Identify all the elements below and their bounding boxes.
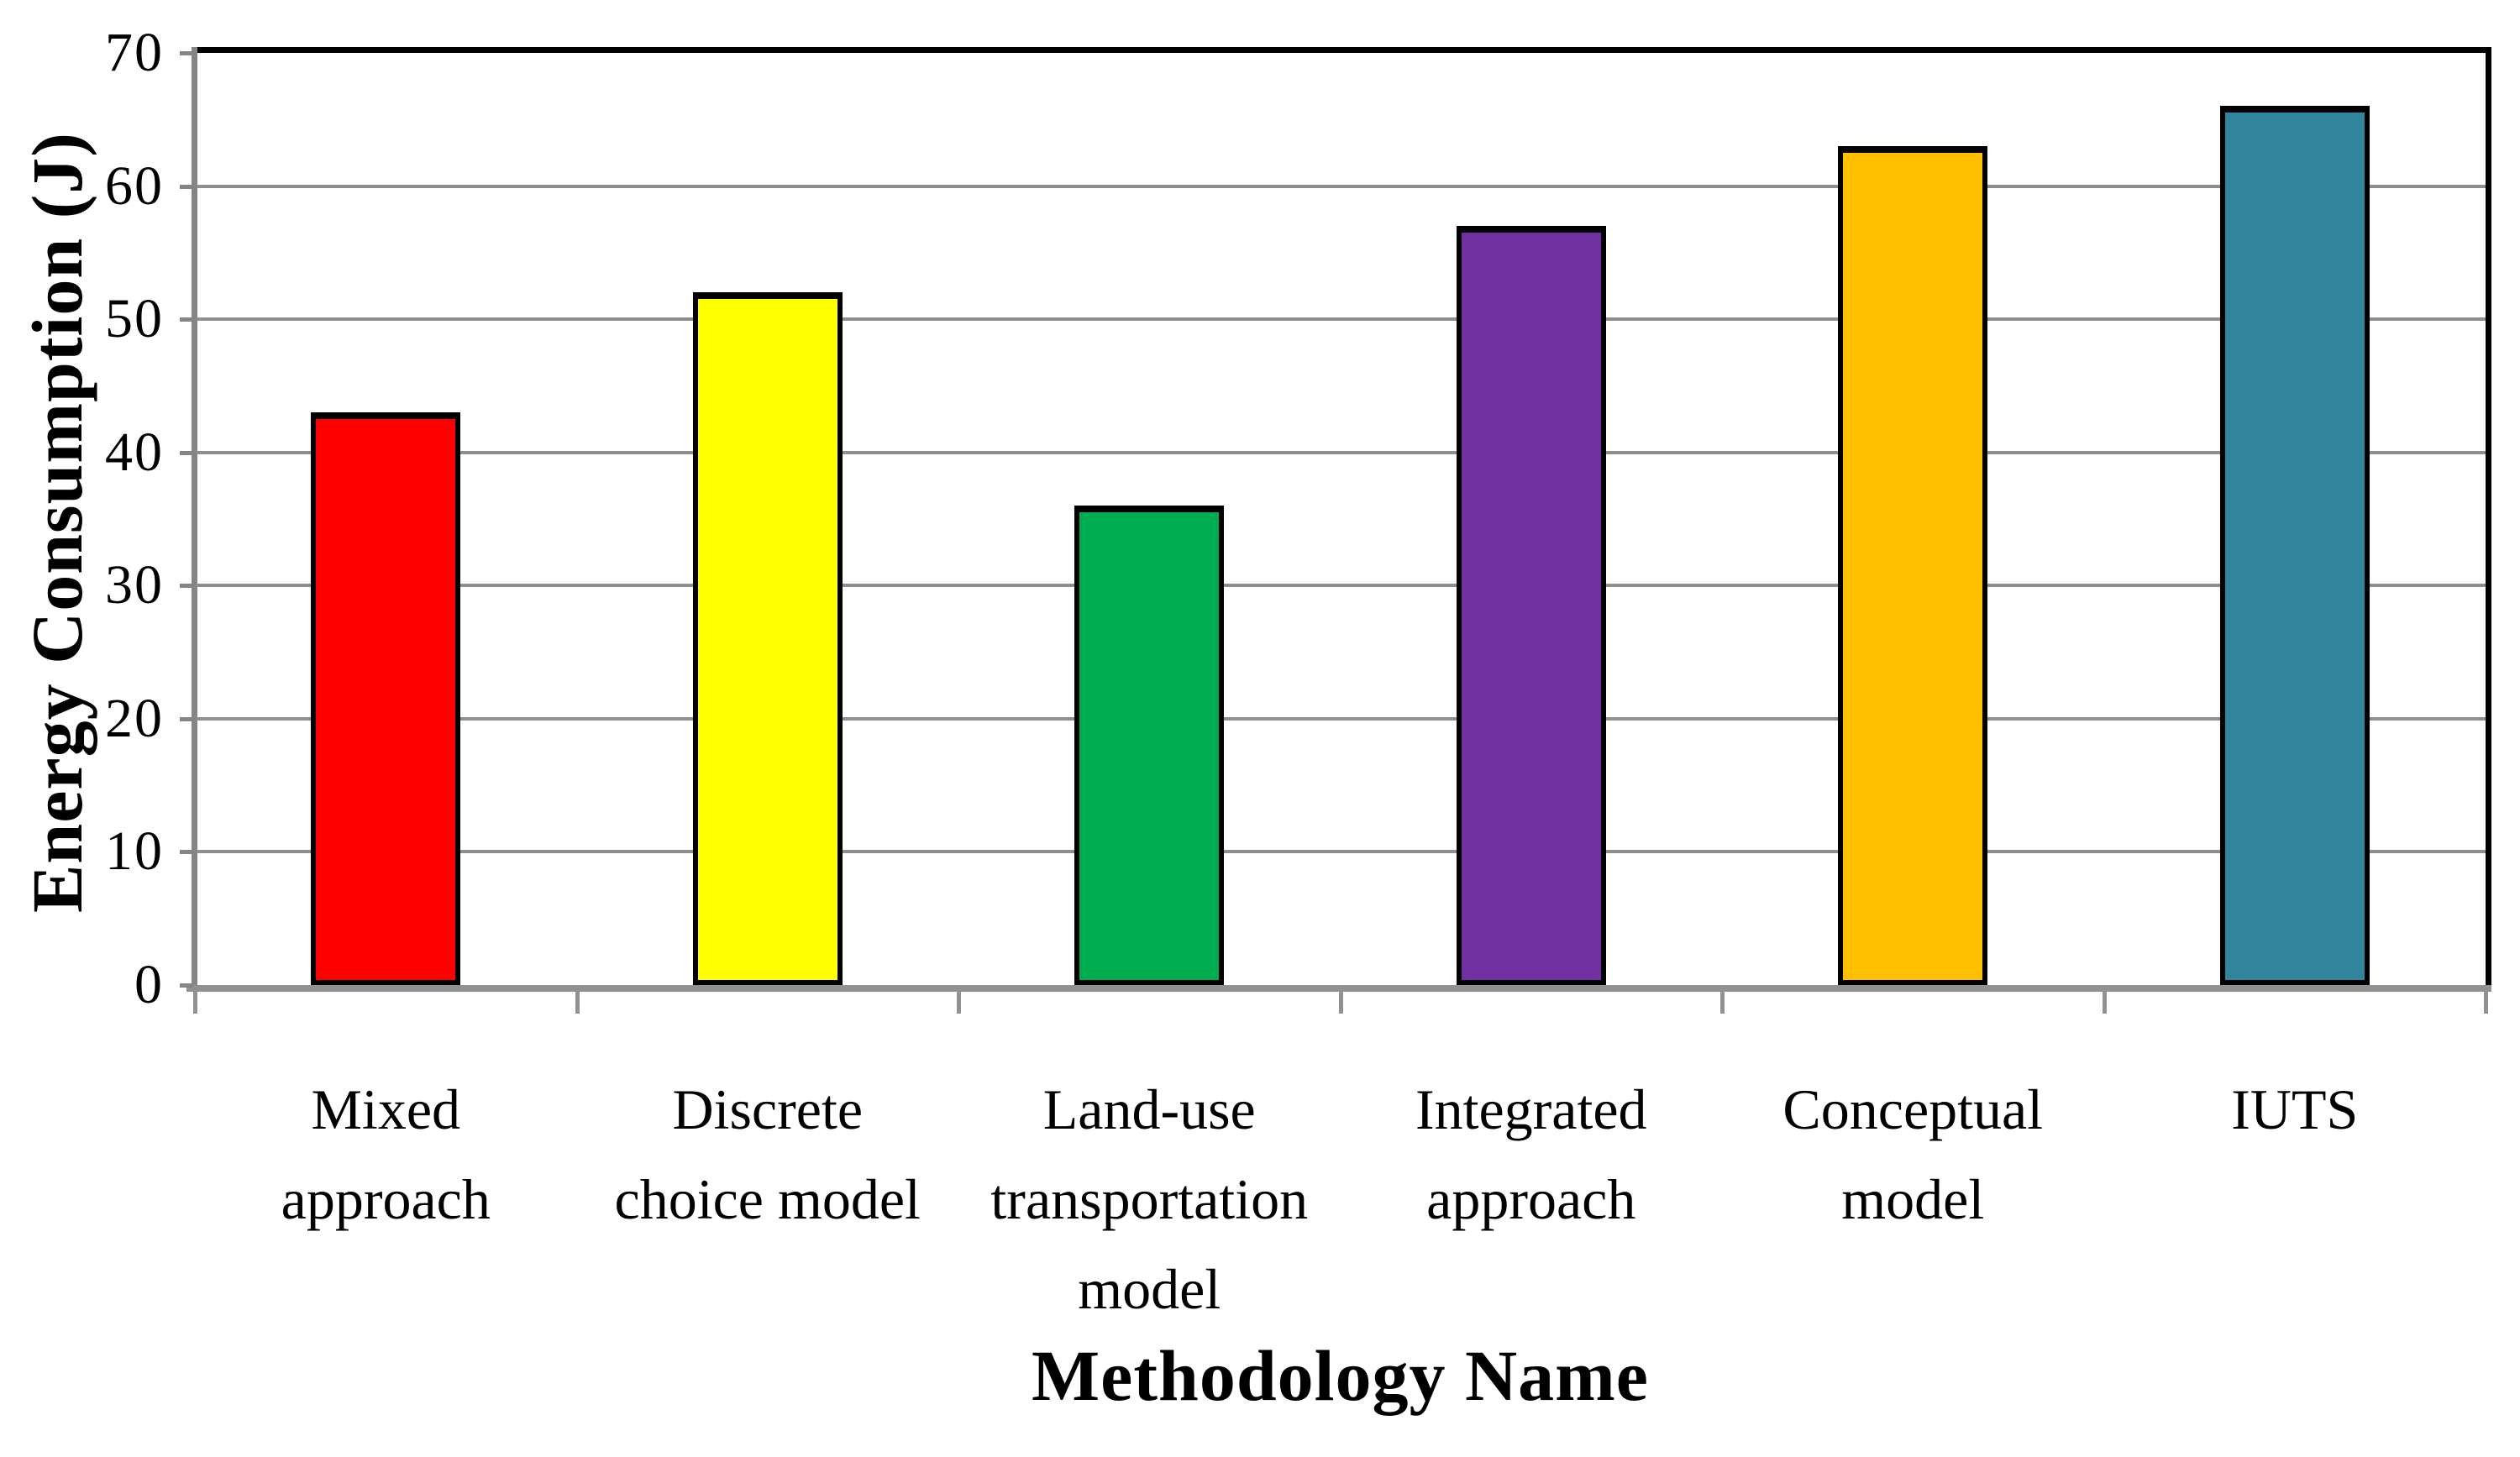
gridline-30: [195, 584, 2486, 588]
category-label-iuts: IUTS: [2231, 1077, 2359, 1141]
y-tick-mark-20: [180, 716, 197, 721]
y-tick-mark-70: [180, 51, 197, 55]
bar-land-use-transportation-model: [1074, 506, 1225, 985]
y-tick-mark-40: [180, 450, 197, 455]
bar-mixed-approach: [311, 412, 461, 985]
y-tick-label-20: 20: [105, 687, 164, 749]
gridline-10: [195, 850, 2486, 854]
bar-iuts: [2219, 106, 2370, 985]
gridline-50: [195, 317, 2486, 322]
bar-conceptual-model: [1838, 146, 1988, 985]
category-label-discrete-choice-model: Discrete choice model: [614, 1077, 921, 1231]
x-tick-mark-1: [575, 985, 580, 1014]
category-label-conceptual-model: Conceptual model: [1782, 1077, 2044, 1231]
plot-top-border: [192, 47, 2491, 53]
y-tick-label-30: 30: [105, 554, 164, 616]
x-tick-mark-2: [957, 985, 961, 1014]
y-tick-label-0: 0: [134, 954, 164, 1015]
x-axis-title: Methodology Name: [1032, 1335, 1649, 1416]
y-tick-mark-50: [180, 317, 197, 322]
y-tick-label-60: 60: [105, 155, 164, 217]
y-tick-label-50: 50: [105, 288, 164, 350]
category-label-mixed-approach: Mixed approach: [281, 1077, 491, 1231]
plot-right-border: [2486, 47, 2491, 992]
gridline-20: [195, 716, 2486, 721]
x-tick-mark-5: [2102, 985, 2107, 1014]
y-tick-label-10: 10: [105, 820, 164, 883]
y-axis-title: Energy Consumption (J): [17, 132, 97, 913]
bar-discrete-choice-model: [692, 292, 843, 985]
y-axis-line: [192, 47, 197, 992]
category-label-integrated-approach: Integrated approach: [1415, 1077, 1647, 1231]
x-tick-mark-0: [193, 985, 197, 1014]
x-tick-mark-4: [1720, 985, 1725, 1014]
y-tick-mark-0: [180, 983, 197, 988]
category-label-land-use-transportation-model: Land-use transportation model: [990, 1077, 1309, 1321]
y-tick-label-70: 70: [105, 22, 164, 83]
gridline-40: [195, 450, 2486, 454]
y-tick-label-40: 40: [105, 421, 164, 483]
gridline-60: [195, 184, 2486, 188]
x-tick-mark-3: [1338, 985, 1343, 1014]
bar-integrated-approach: [1456, 226, 1606, 985]
y-tick-mark-30: [180, 584, 197, 589]
y-tick-mark-10: [180, 850, 197, 855]
y-tick-mark-60: [180, 184, 197, 189]
x-tick-mark-6: [2484, 985, 2488, 1014]
